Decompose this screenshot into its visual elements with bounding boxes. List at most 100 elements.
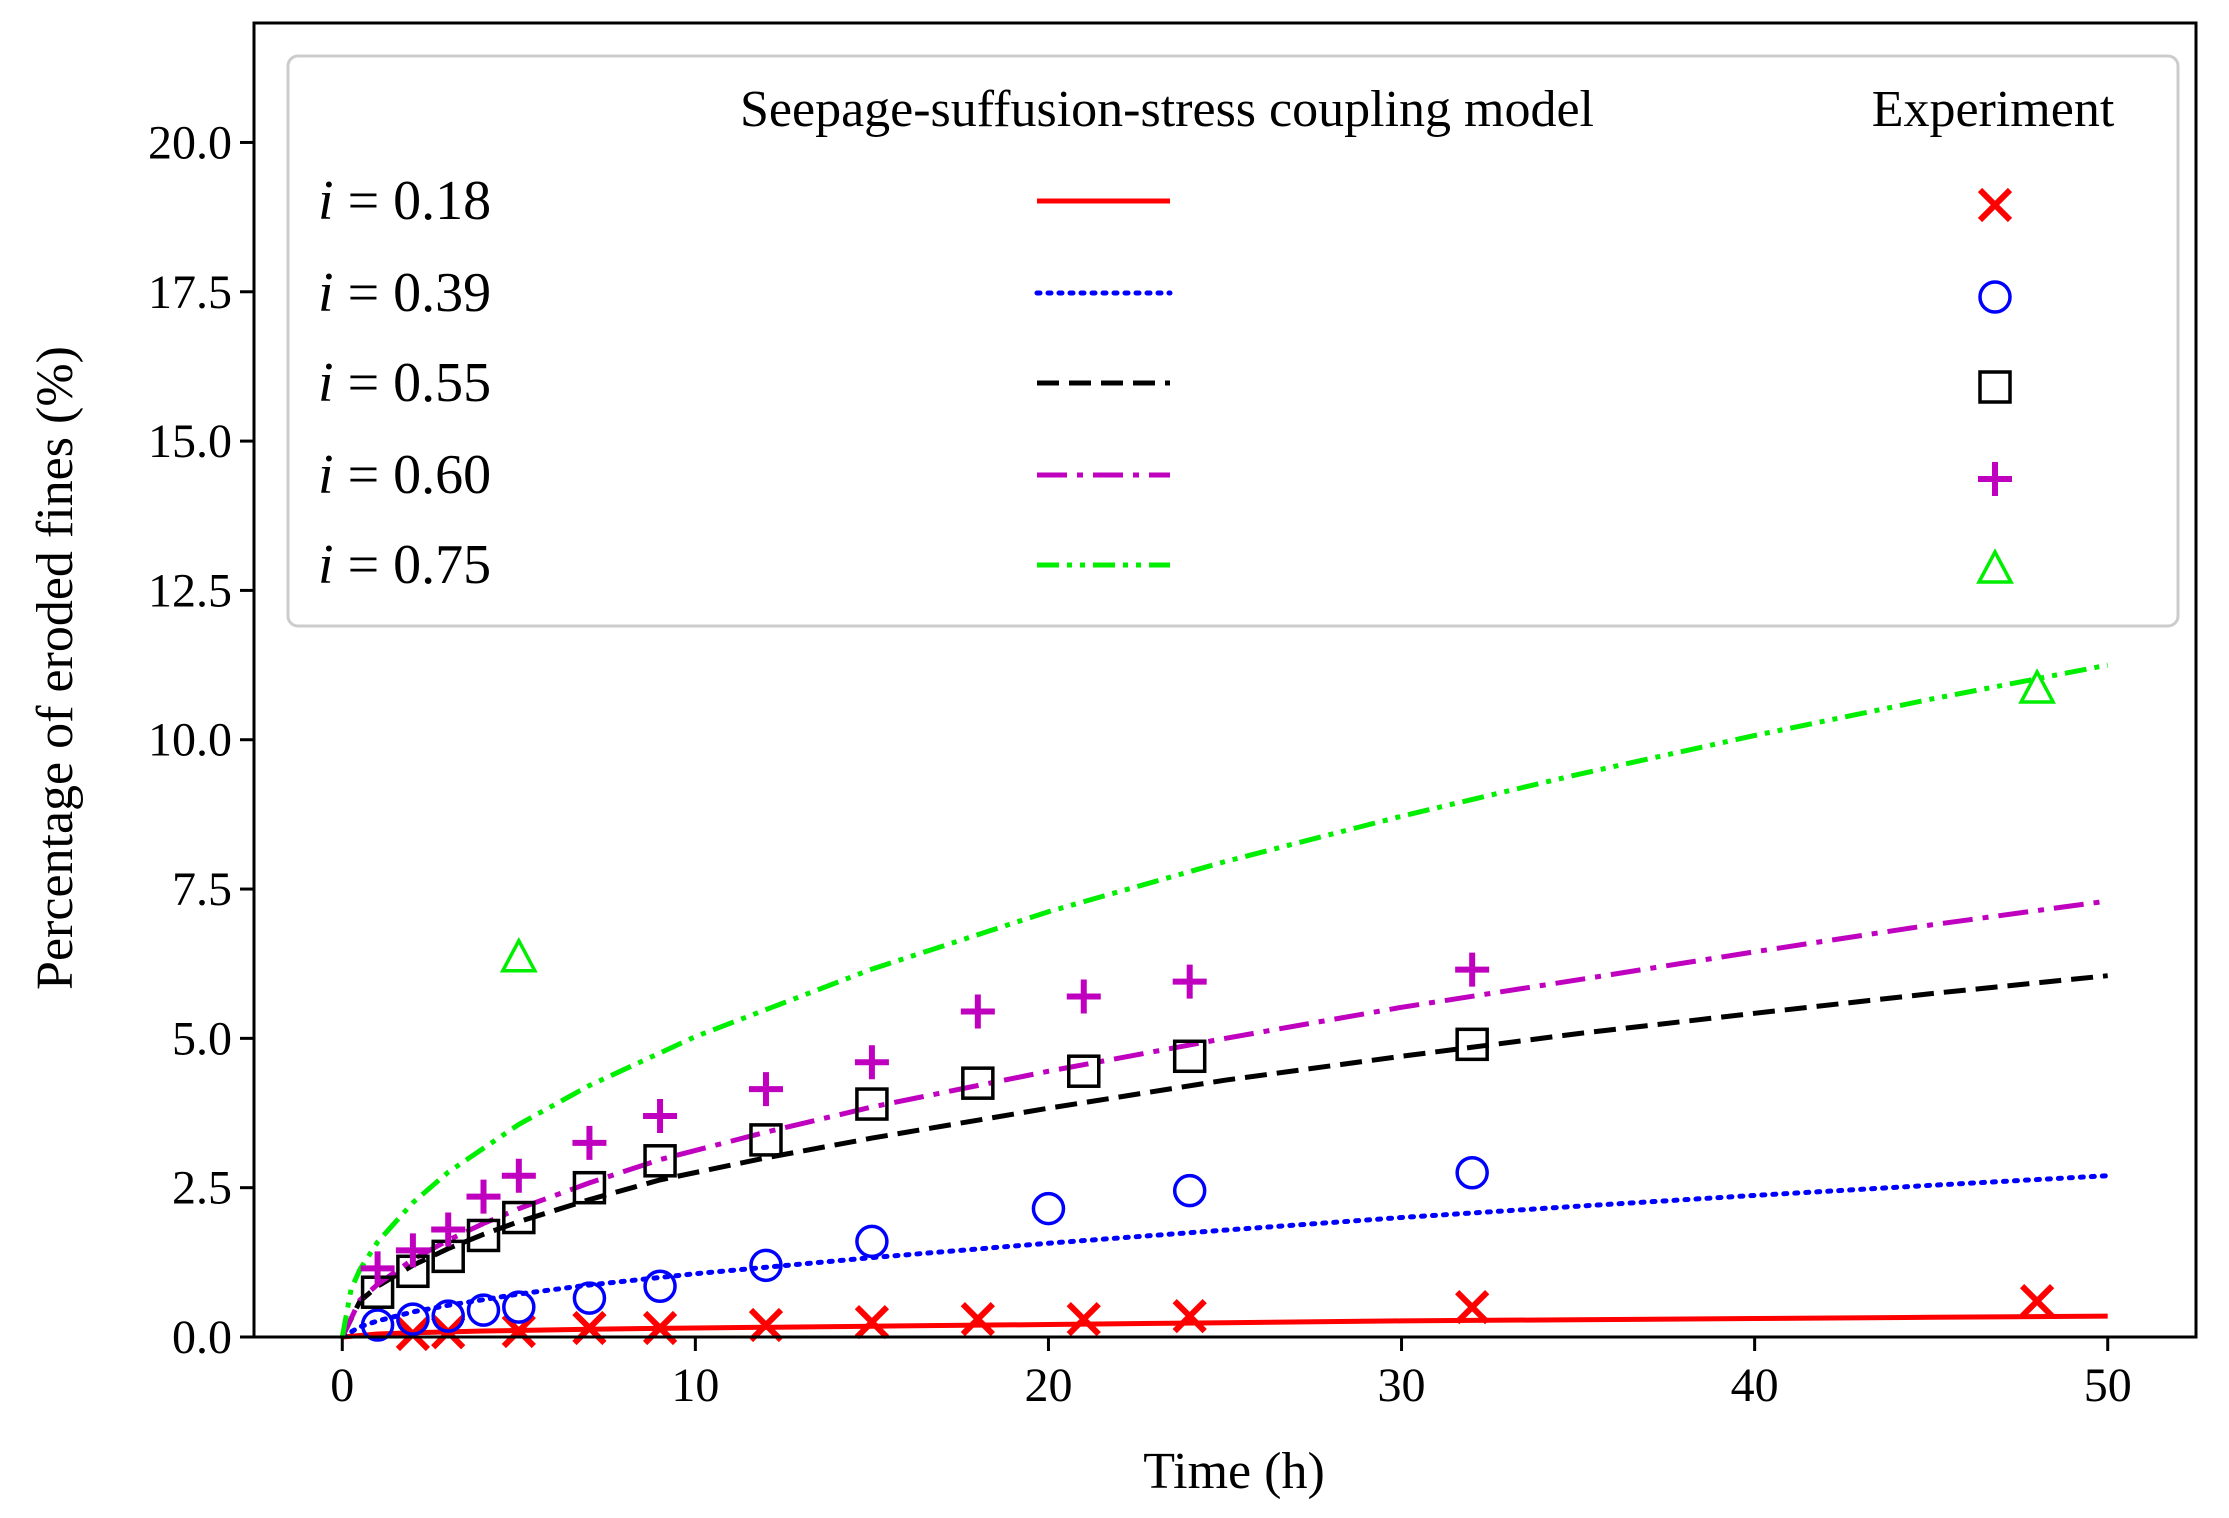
legend-label-series-3: i = 0.60 bbox=[318, 444, 491, 506]
legend-label-series-0: i = 0.18 bbox=[318, 170, 491, 232]
experiment-marker-series-2 bbox=[1455, 1027, 1489, 1062]
y-tick-label: 17.5 bbox=[148, 266, 232, 319]
x-axis-title: Time (h) bbox=[1143, 1443, 1325, 1500]
legend-marker-series-4 bbox=[1976, 548, 2014, 584]
legend-symbol: i bbox=[318, 352, 334, 414]
legend-label-series-1: i = 0.39 bbox=[318, 262, 491, 324]
y-tick-label: 10.0 bbox=[148, 714, 232, 767]
x-tick-label: 50 bbox=[2084, 1359, 2132, 1412]
axis-ticks: 0 10 20 30 40 50 0.0 2.5 5.0 7.5 10.0 12.5 15.0 17.5 2… bbox=[148, 116, 2132, 1412]
legend-marker-series-2 bbox=[1978, 370, 2012, 404]
legend-box bbox=[286, 54, 2180, 628]
experiment-marker-series-3 bbox=[395, 1233, 430, 1268]
legend: Seepage-suffusion-stress coupling model E… bbox=[286, 54, 2180, 628]
plot-lines bbox=[339, 662, 2111, 1340]
experiment-marker-series-1 bbox=[431, 1299, 465, 1333]
plot-frame bbox=[252, 21, 2198, 1339]
y-tick-label: 12.5 bbox=[148, 564, 232, 617]
experiment-marker-series-0 bbox=[501, 1313, 536, 1349]
experiment-marker-series-0 bbox=[960, 1301, 995, 1337]
y-tick-label: 5.0 bbox=[172, 1012, 232, 1065]
model-line-series-4 bbox=[339, 662, 2109, 1338]
experiment-marker-series-2 bbox=[855, 1087, 889, 1121]
experiment-marker-series-1 bbox=[1031, 1191, 1066, 1226]
experiment-marker-series-3 bbox=[854, 1045, 889, 1080]
legend-gradient-value: 0.60 bbox=[393, 444, 491, 506]
y-tick-label: 15.0 bbox=[148, 415, 232, 468]
experiment-marker-series-1 bbox=[396, 1302, 430, 1336]
experiment-marker-series-0 bbox=[2019, 1284, 2055, 1319]
experiment-marker-series-4 bbox=[499, 937, 538, 973]
model-line-series-0 bbox=[342, 1313, 2108, 1340]
x-tick-label: 40 bbox=[1731, 1359, 1779, 1412]
y-axis-title: Percentage of eroded fines (%) bbox=[27, 346, 84, 990]
y-tick-label: 0.0 bbox=[172, 1311, 232, 1364]
experiment-marker-series-3 bbox=[1172, 964, 1207, 999]
experiment-marker-series-1 bbox=[1172, 1173, 1207, 1208]
experiment-marker-series-3 bbox=[431, 1212, 466, 1247]
experiment-marker-series-0 bbox=[1455, 1290, 1490, 1325]
experiment-marker-series-2 bbox=[749, 1123, 783, 1157]
experiment-marker-series-1 bbox=[1455, 1156, 1489, 1190]
model-line-series-1 bbox=[339, 1173, 2111, 1340]
experiment-marker-series-3 bbox=[960, 994, 995, 1029]
experiment-marker-series-2 bbox=[1067, 1054, 1101, 1088]
legend-gradient-value: 0.55 bbox=[393, 352, 491, 414]
legend-equals: = bbox=[334, 534, 394, 596]
experiment-marker-series-4 bbox=[2018, 668, 2057, 704]
x-tick-label: 20 bbox=[1024, 1359, 1072, 1412]
experiment-marker-series-0 bbox=[1066, 1301, 1101, 1337]
legend-label-series-2: i = 0.55 bbox=[318, 352, 491, 414]
experiment-marker-series-0 bbox=[854, 1304, 890, 1340]
experiment-marker-series-2 bbox=[466, 1218, 501, 1253]
legend-equals: = bbox=[334, 170, 394, 232]
experiment-marker-series-2 bbox=[1172, 1039, 1207, 1074]
experiment-marker-series-0 bbox=[1172, 1298, 1207, 1334]
experiment-marker-series-0 bbox=[748, 1307, 784, 1343]
legend-model-header: Seepage-suffusion-stress coupling model bbox=[740, 81, 1594, 138]
legend-marker-series-1 bbox=[1978, 280, 2012, 314]
experiment-marker-series-1 bbox=[502, 1290, 536, 1324]
legend-marker-series-0 bbox=[1977, 187, 2013, 223]
model-line-series-3 bbox=[340, 898, 2109, 1339]
x-tick-label: 10 bbox=[671, 1359, 719, 1412]
experiment-marker-series-1 bbox=[749, 1248, 783, 1283]
experiment-marker-series-3 bbox=[1066, 979, 1101, 1014]
experiment-marker-series-2 bbox=[502, 1200, 536, 1235]
experiment-marker-series-3 bbox=[360, 1251, 395, 1286]
legend-marker-series-3 bbox=[1978, 462, 2012, 496]
legend-gradient-value: 0.18 bbox=[393, 170, 491, 232]
legend-equals: = bbox=[334, 352, 394, 414]
legend-gradient-value: 0.75 bbox=[393, 534, 491, 596]
experiment-marker-series-2 bbox=[961, 1066, 995, 1100]
experiment-marker-series-3 bbox=[643, 1099, 678, 1134]
legend-symbol: i bbox=[318, 534, 334, 596]
legend-label-series-4: i = 0.75 bbox=[318, 534, 491, 596]
legend-equals: = bbox=[334, 262, 394, 324]
legend-symbol: i bbox=[318, 262, 334, 324]
experiment-marker-series-1 bbox=[360, 1308, 395, 1342]
experiment-marker-series-1 bbox=[643, 1269, 677, 1303]
legend-equals: = bbox=[334, 444, 394, 506]
experiment-marker-series-1 bbox=[855, 1224, 889, 1259]
experiment-marker-series-3 bbox=[466, 1179, 501, 1214]
experiment-marker-series-3 bbox=[1455, 952, 1490, 987]
legend-symbol: i bbox=[318, 444, 334, 506]
legend-gradient-value: 0.39 bbox=[393, 262, 491, 324]
y-tick-label: 2.5 bbox=[172, 1162, 232, 1215]
x-tick-label: 0 bbox=[330, 1359, 354, 1412]
model-line-series-2 bbox=[340, 973, 2108, 1339]
y-tick-label: 7.5 bbox=[172, 863, 232, 916]
x-tick-label: 30 bbox=[1378, 1359, 1426, 1412]
experiment-marker-series-3 bbox=[748, 1072, 783, 1107]
legend-symbol: i bbox=[318, 170, 334, 232]
legend-experiment-header: Experiment bbox=[1872, 81, 2115, 138]
experiment-marker-series-3 bbox=[572, 1125, 607, 1160]
experiment-marker-series-2 bbox=[572, 1170, 607, 1205]
y-tick-label: 20.0 bbox=[148, 116, 232, 169]
experiment-marker-series-3 bbox=[501, 1158, 536, 1193]
experiment-marker-series-1 bbox=[572, 1281, 607, 1315]
experiment-marker-series-1 bbox=[466, 1293, 501, 1327]
experiment-marker-series-2 bbox=[643, 1144, 677, 1178]
